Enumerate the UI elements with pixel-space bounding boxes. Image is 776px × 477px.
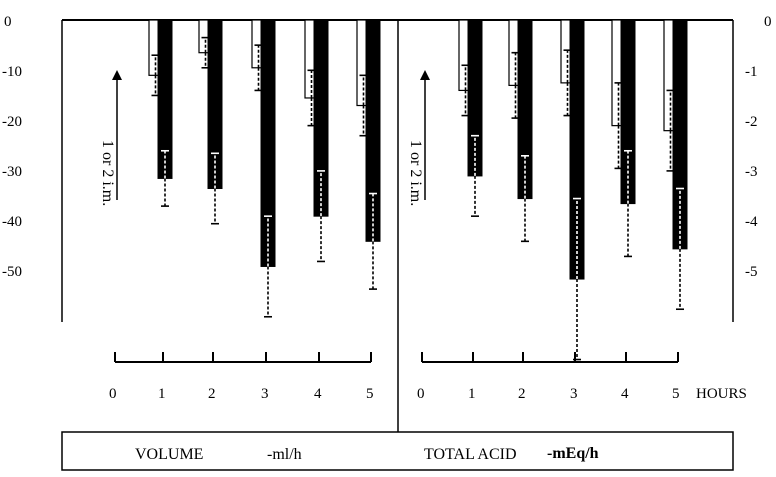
x-axis-right: 0 1 2 3 4 5 HOURS <box>417 352 747 402</box>
panel-title-volume: VOLUME <box>135 446 203 463</box>
y-tick-label: -40 <box>2 214 22 230</box>
x-axis-title: HOURS <box>696 386 747 402</box>
y-axis-right: 0 -1 -2 -3 -4 -5 <box>745 14 772 280</box>
y-tick-label: -2 <box>745 114 758 130</box>
x-tick-label: 2 <box>518 386 526 402</box>
x-tick-label: 0 <box>417 386 425 402</box>
x-axis-left: 0 1 2 3 4 5 <box>109 352 374 402</box>
y-tick-label: -30 <box>2 164 22 180</box>
y-tick-label: 0 <box>764 14 772 30</box>
bars-layer <box>148 19 688 361</box>
x-tick-label: 5 <box>366 386 374 402</box>
x-tick-label: 1 <box>158 386 166 402</box>
arrow-head-icon <box>420 70 430 80</box>
filled-bar <box>157 19 173 179</box>
arrow-annotation-right: 1 or 2 i.m. <box>407 70 430 206</box>
panel-title-acid: TOTAL ACID <box>424 446 517 463</box>
filled-bar <box>672 19 688 250</box>
x-tick-label: 0 <box>109 386 117 402</box>
arrow-annotation-left: 1 or 2 i.m. <box>99 70 122 206</box>
panel-labels: VOLUME -ml/h TOTAL ACID -mEq/h <box>135 445 599 463</box>
x-tick-label: 3 <box>261 386 269 402</box>
label-box <box>61 431 734 471</box>
y-tick-label: -20 <box>2 114 22 130</box>
filled-bar <box>467 19 483 177</box>
x-tick-label: 4 <box>314 386 322 402</box>
arrow-label: 1 or 2 i.m. <box>99 140 116 206</box>
x-tick-label: 2 <box>208 386 216 402</box>
y-axis-left: 0 -10 -20 -30 -40 -50 <box>2 14 22 280</box>
y-tick-label: -10 <box>2 64 22 80</box>
panel-unit-acid: -mEq/h <box>547 445 599 462</box>
y-tick-label: -5 <box>745 264 758 280</box>
x-tick-label: 4 <box>621 386 629 402</box>
y-tick-label: -50 <box>2 264 22 280</box>
arrow-label: 1 or 2 i.m. <box>407 140 424 206</box>
y-tick-label: -3 <box>745 164 758 180</box>
y-tick-label: -4 <box>745 214 758 230</box>
filled-bar <box>365 19 381 242</box>
filled-bar <box>313 19 329 217</box>
filled-bar <box>569 19 585 280</box>
y-tick-label: 0 <box>4 14 12 30</box>
y-tick-label: -1 <box>745 64 758 80</box>
panel-unit-volume: -ml/h <box>267 446 302 463</box>
x-tick-label: 1 <box>468 386 476 402</box>
x-tick-label: 5 <box>672 386 680 402</box>
arrow-head-icon <box>112 70 122 80</box>
x-tick-label: 3 <box>570 386 578 402</box>
